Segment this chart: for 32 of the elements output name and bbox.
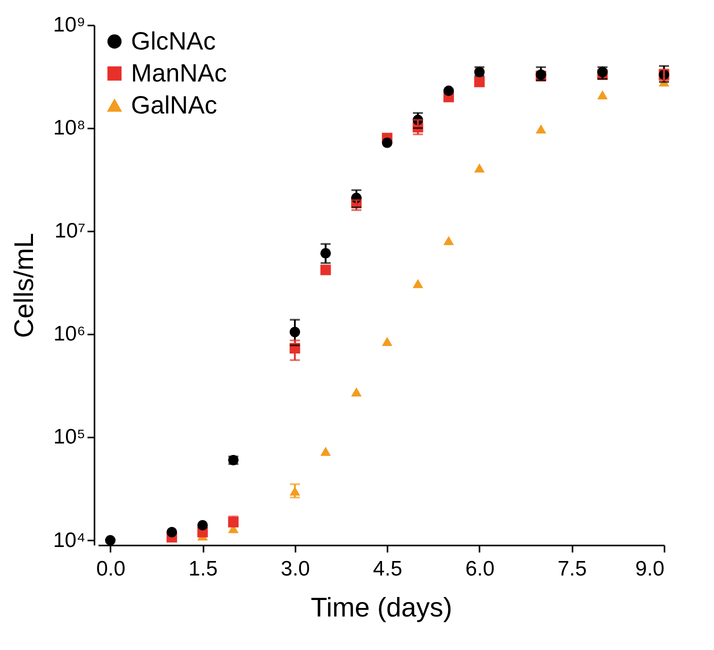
y-axis-title: Cells/mL	[9, 232, 40, 338]
point	[382, 138, 392, 148]
y-tick-label: 10⁴	[53, 528, 86, 552]
legend-label: ManNAc	[131, 60, 227, 88]
y-tick-label: 10⁹	[53, 14, 86, 36]
point	[166, 526, 178, 538]
point	[105, 535, 116, 546]
x-tick-label: 1.5	[188, 558, 218, 580]
legend-label: GalNAc	[131, 92, 218, 120]
point	[443, 236, 454, 246]
point	[474, 163, 485, 173]
point	[320, 264, 331, 276]
x-axis-title: Time (days)	[310, 592, 452, 622]
x-tick-label: 6.0	[465, 558, 495, 580]
x-tick-label: 9.0	[635, 558, 664, 580]
point	[412, 278, 424, 288]
point	[443, 86, 454, 96]
point	[351, 387, 362, 396]
point	[597, 90, 608, 100]
y-tick-label: 10⁸	[53, 116, 86, 140]
x-tick-label: 0.0	[96, 558, 126, 580]
legend-label: GlcNAc	[131, 28, 216, 56]
y-tick-label: 10⁶	[53, 322, 86, 346]
x-tick-label: 7.5	[558, 558, 587, 580]
x-tick-label: 3.0	[280, 558, 310, 580]
point	[197, 520, 208, 530]
point	[320, 446, 331, 456]
point	[382, 336, 392, 346]
x-tick-label: 4.5	[373, 558, 402, 580]
y-tick-label: 10⁷	[54, 220, 86, 243]
point	[536, 124, 546, 134]
y-tick-label: 10⁵	[53, 426, 86, 449]
